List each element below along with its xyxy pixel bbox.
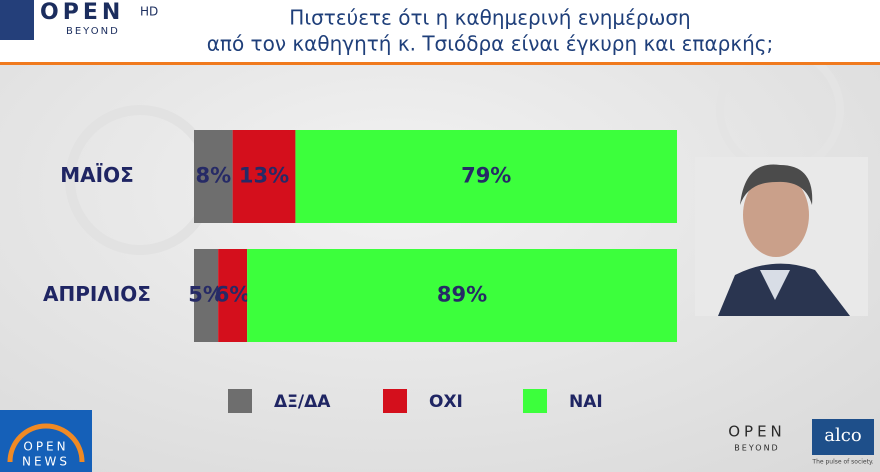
category-label: ΜΑΪΟΣ	[60, 163, 134, 187]
news-logo-text: NEWS	[22, 455, 70, 469]
legend-label: ΟΧΙ	[429, 392, 463, 412]
chart-title: Πιστεύετε ότι η καθημερινή ενημέρωση	[289, 6, 690, 30]
header	[0, 0, 880, 62]
value-label: 8%	[195, 164, 231, 188]
legend-swatch	[523, 389, 547, 413]
footer-logo: OPEN	[728, 423, 786, 441]
bar-segment	[295, 130, 677, 223]
footer-tagline: BEYOND	[734, 444, 779, 453]
bar-segment	[194, 130, 233, 223]
legend-label: ΝΑΙ	[569, 392, 603, 412]
value-label: 5%	[188, 283, 224, 307]
legend-swatch	[383, 389, 407, 413]
legend-label: ΔΞ/ΔΑ	[274, 392, 331, 412]
value-label: 13%	[239, 164, 289, 188]
photo	[695, 157, 868, 316]
hd-label: HD	[140, 5, 158, 19]
corner-logo	[0, 0, 34, 40]
channel-tagline: BEYOND	[66, 26, 120, 37]
bar-segment	[232, 130, 296, 223]
value-label: 79%	[461, 164, 511, 188]
pollster-logo-box	[812, 419, 874, 455]
pollster-tagline: The pulse of society.	[811, 459, 873, 466]
news-logo-text: OPEN	[23, 440, 68, 454]
header-rule	[0, 62, 880, 65]
value-label: 6%	[215, 283, 251, 307]
pollster-logo: alco	[824, 425, 861, 446]
chart-title: από τον καθηγητή κ. Τσιόδρα είναι έγκυρη…	[207, 32, 774, 56]
news-logo-arc	[7, 423, 85, 463]
bar-segment	[247, 249, 677, 342]
legend-swatch	[228, 389, 252, 413]
bar-segment	[194, 249, 219, 342]
value-label: 89%	[437, 283, 487, 307]
category-label: ΑΠΡΙΛΙΟΣ	[43, 282, 151, 306]
channel-logo: OPEN	[40, 0, 124, 25]
bar-segment	[218, 249, 248, 342]
